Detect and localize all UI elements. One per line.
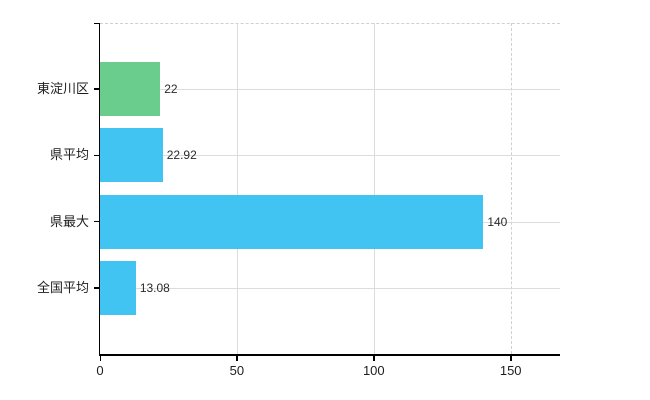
value-label: 22 [164,82,178,97]
plot-area [100,23,560,354]
value-label: 13.08 [139,280,170,295]
x-axis-tick [236,355,238,361]
gridline-horizontal [100,89,560,91]
value-label: 22.92 [166,148,197,163]
gridline-vertical [236,23,238,354]
y-axis-line [98,22,100,355]
category-label: 県平均 [49,147,89,163]
y-axis-tick [94,88,100,90]
category-label: 全国平均 [36,279,89,295]
bar [100,194,484,249]
y-axis-tick [94,154,100,157]
gridline-vertical [510,23,512,354]
bar [100,128,163,183]
x-axis-tick [373,355,375,361]
gridline-vertical [373,23,375,354]
y-axis-tick [94,287,100,289]
x-tick-label: 100 [362,363,385,378]
x-tick-label: 150 [499,363,522,378]
category-label: 県最大 [49,213,89,229]
x-tick-label: 0 [96,363,104,378]
gridline-horizontal [100,155,560,157]
bar [100,260,136,315]
y-axis-top-tick [94,22,100,24]
gridline-horizontal [100,287,560,289]
y-axis-tick [94,220,100,223]
x-axis-tick [510,355,512,361]
x-axis-tick [99,355,101,361]
bar [100,62,161,117]
plot-top-border [100,23,560,24]
x-axis-line [98,354,560,356]
value-label: 140 [487,214,508,229]
category-label: 東淀川区 [36,81,89,97]
x-tick-label: 50 [229,363,245,378]
